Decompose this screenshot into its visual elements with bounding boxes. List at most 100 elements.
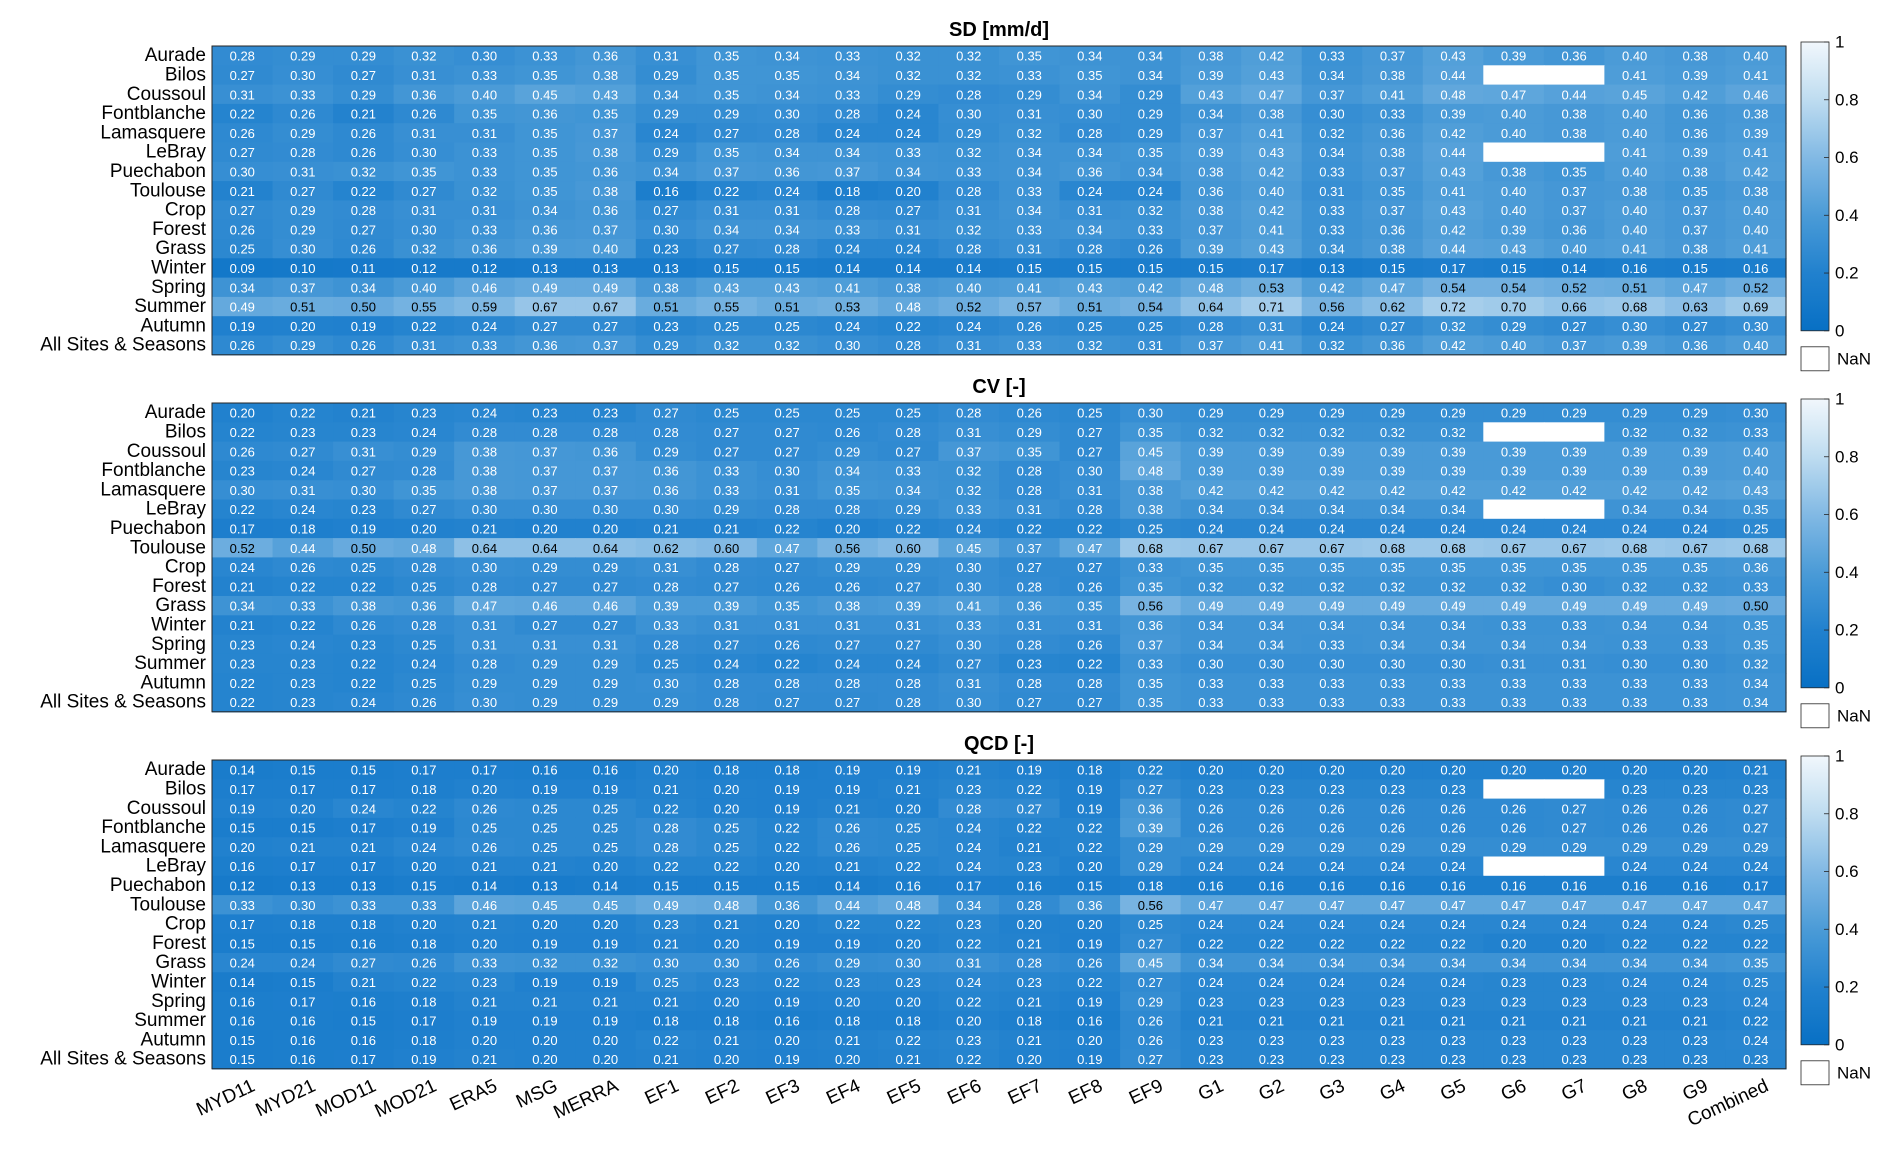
- heatmap-cell: [514, 895, 576, 915]
- cell-value-label: 0.26: [290, 107, 315, 122]
- heatmap-cell: [272, 634, 334, 655]
- cell-value-label: 0.38: [896, 280, 921, 295]
- cell-value-label: 0.31: [351, 444, 376, 459]
- heatmap-cell: [1664, 403, 1727, 423]
- heatmap-frame: [211, 402, 1787, 713]
- cell-value-label: 0.22: [774, 521, 799, 536]
- heatmap-cell: [454, 933, 516, 954]
- heatmap-cell: [1362, 123, 1424, 144]
- heatmap-cell: [393, 239, 455, 259]
- cell-value-label: 0.30: [290, 898, 315, 913]
- heatmap-cell: [1422, 914, 1484, 935]
- cell-value-label: 0.21: [1017, 1033, 1042, 1048]
- cell-value-label: 0.18: [411, 782, 436, 797]
- cell-value-label: 0.30: [230, 483, 255, 498]
- cell-value-label: 0.20: [532, 521, 557, 536]
- cell-value-label: 0.19: [351, 319, 376, 334]
- column-label: G5: [1437, 1075, 1469, 1105]
- cell-value-label: 0.21: [896, 782, 921, 797]
- heatmap-cell: [877, 856, 940, 877]
- heatmap-cell: [454, 277, 516, 298]
- cell-value-label: 0.30: [230, 164, 255, 179]
- heatmap-cell: [575, 296, 637, 317]
- cell-value-label: 0.27: [1138, 782, 1163, 797]
- cell-value-label: 0.29: [593, 560, 618, 575]
- cell-value-label: 0.69: [1743, 300, 1768, 315]
- cell-value-label: 0.20: [1017, 917, 1042, 932]
- cell-value-label: 0.33: [1683, 637, 1708, 652]
- heatmap-cell: [938, 403, 1000, 423]
- heatmap-cell: [1241, 181, 1303, 201]
- cell-value-label: 0.34: [1259, 637, 1284, 652]
- heatmap-cell: [333, 991, 395, 1012]
- cell-value-label: 0.22: [774, 975, 799, 990]
- heatmap-cell: [938, 953, 1000, 973]
- heatmap-cell: [1422, 837, 1484, 858]
- column-label: G1: [1195, 1075, 1227, 1105]
- cell-value-label: 0.31: [1077, 203, 1102, 218]
- cell-value-label: 0.29: [532, 695, 557, 710]
- cell-value-label: 0.32: [1319, 126, 1344, 141]
- cell-value-label: 0.17: [1743, 878, 1768, 893]
- cell-value-label: 0.16: [351, 1033, 376, 1048]
- heatmap-cell: [696, 817, 758, 838]
- cell-value-label: 0.42: [1380, 483, 1405, 498]
- cell-value-label: 0.42: [1622, 483, 1647, 498]
- heatmap-cell: [1362, 634, 1424, 655]
- colorbar-tick-label: 0.2: [1835, 621, 1859, 640]
- heatmap-cell: [272, 798, 334, 819]
- heatmap-cell: [999, 1010, 1061, 1031]
- cell-value-label: 0.33: [532, 49, 557, 64]
- cell-value-label: 0.15: [290, 936, 315, 951]
- heatmap-cell: [1604, 596, 1666, 616]
- heatmap-cell: [454, 875, 516, 896]
- cell-value-label: 0.22: [653, 801, 678, 816]
- heatmap-cell: [696, 316, 758, 337]
- cell-value-label: 0.32: [1319, 579, 1344, 594]
- heatmap-cell: [212, 991, 274, 1012]
- cell-value-label: 0.42: [1440, 126, 1465, 141]
- cell-value-label: 0.33: [1319, 203, 1344, 218]
- cell-value-label: 0.28: [1017, 676, 1042, 691]
- heatmap-cell: [333, 499, 395, 520]
- heatmap-cell: [212, 692, 274, 713]
- row-label: Autumn: [141, 672, 206, 693]
- cell-value-label: 0.24: [411, 425, 436, 440]
- heatmap-cell: [696, 615, 758, 636]
- heatmap-cell: [635, 239, 697, 259]
- cell-value-label: 0.43: [1259, 242, 1284, 257]
- heatmap-cell: [1725, 65, 1787, 86]
- heatmap-cell: [1543, 837, 1605, 858]
- heatmap-cell: [999, 316, 1061, 337]
- heatmap-cell: [1301, 200, 1363, 221]
- cell-value-label: 0.28: [653, 579, 678, 594]
- cell-value-label: 0.27: [1017, 801, 1042, 816]
- heatmap-cell: [1604, 837, 1666, 858]
- cell-value-label: 0.34: [1440, 618, 1465, 633]
- cell-value-label: 0.42: [1259, 203, 1284, 218]
- heatmap-cell: [1059, 65, 1121, 86]
- heatmap-cell: [1422, 46, 1484, 66]
- heatmap-cell: [1604, 538, 1666, 558]
- heatmap-cell: [1422, 480, 1484, 501]
- heatmap-cell: [514, 1049, 576, 1070]
- cell-value-label: 0.21: [290, 840, 315, 855]
- cell-value-label: 0.28: [472, 425, 497, 440]
- heatmap-cell: [333, 914, 395, 935]
- cell-value-label: 0.23: [1198, 994, 1223, 1009]
- cell-value-label: 0.40: [1622, 203, 1647, 218]
- cell-value-label: 0.35: [1743, 956, 1768, 971]
- cell-value-label: 0.23: [1319, 1033, 1344, 1048]
- heatmap-cell: [1362, 817, 1424, 838]
- cell-value-label: 0.26: [1622, 821, 1647, 836]
- heatmap-cell: [514, 219, 576, 240]
- heatmap-cell: [756, 103, 818, 124]
- heatmap-cell: [575, 914, 637, 935]
- heatmap-cell: [1241, 933, 1303, 954]
- cell-value-label: 0.22: [956, 936, 981, 951]
- heatmap-cell-nan: [1543, 779, 1605, 800]
- heatmap-cell: [454, 335, 516, 356]
- heatmap-cell: [1059, 258, 1121, 279]
- cell-value-label: 0.26: [1198, 821, 1223, 836]
- cell-value-label: 0.36: [593, 49, 618, 64]
